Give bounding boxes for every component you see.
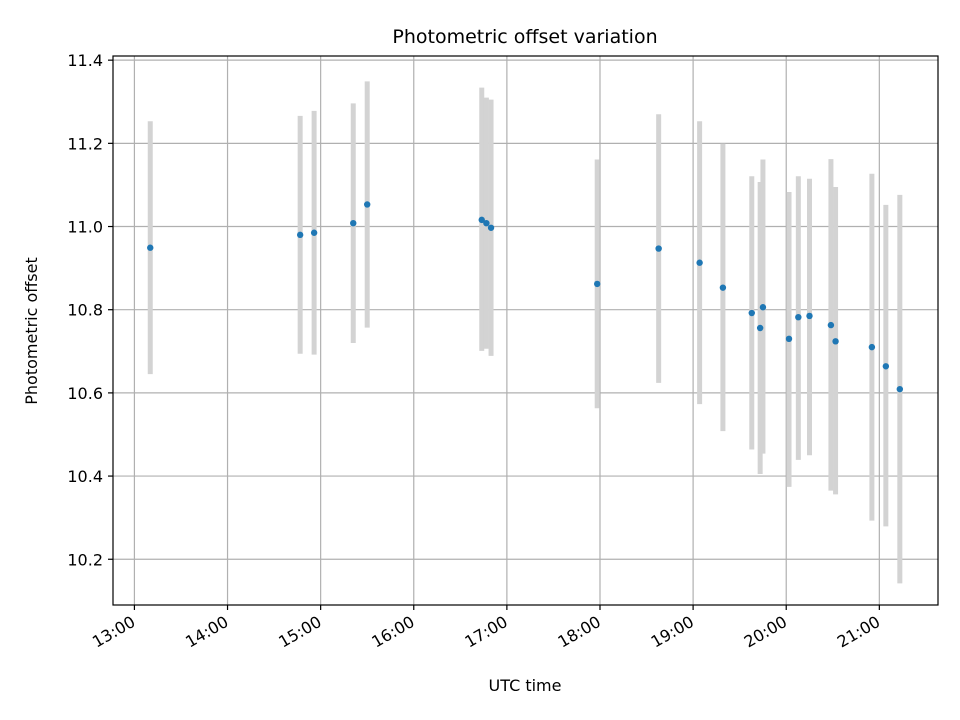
- x-axis-label: UTC time: [489, 676, 562, 695]
- data-point: [806, 312, 813, 320]
- data-point: [593, 280, 601, 288]
- data-point: [147, 244, 154, 251]
- y-tick-label: 10.8: [67, 301, 103, 320]
- data-point: [795, 313, 802, 321]
- y-axis-ticks: 10.2 10.4 10.6 10.8 11.0 11.2 11.4: [67, 51, 113, 569]
- data-point: [478, 216, 485, 224]
- data-point: [759, 304, 767, 311]
- y-tick-label: 10.6: [67, 384, 103, 403]
- y-axis-label: Photometric offset: [22, 257, 41, 405]
- data-point: [832, 338, 839, 345]
- data-point: [310, 229, 318, 236]
- grid: [113, 56, 938, 605]
- chart-title: Photometric offset variation: [392, 26, 657, 48]
- data-point: [719, 284, 727, 291]
- data-point: [868, 343, 876, 351]
- data-point: [655, 245, 662, 252]
- data-point: [364, 201, 371, 208]
- data-point: [756, 324, 764, 332]
- data-point: [487, 224, 495, 231]
- data-point: [296, 231, 304, 239]
- data-point: [350, 219, 357, 227]
- data-point: [483, 219, 490, 227]
- data-point: [827, 321, 835, 329]
- y-tick-label: 11.4: [67, 51, 103, 70]
- data-point: [785, 335, 793, 343]
- plot-frame: [112, 55, 939, 606]
- data-point: [882, 363, 890, 370]
- data-point: [696, 259, 703, 266]
- y-tick-label: 11.0: [67, 218, 103, 237]
- data-points: [147, 201, 904, 393]
- y-tick-label: 11.2: [67, 134, 103, 153]
- data-point: [748, 309, 755, 317]
- y-tick-label: 10.4: [67, 467, 103, 486]
- y-tick-label: 10.2: [67, 550, 103, 569]
- data-point: [896, 385, 904, 393]
